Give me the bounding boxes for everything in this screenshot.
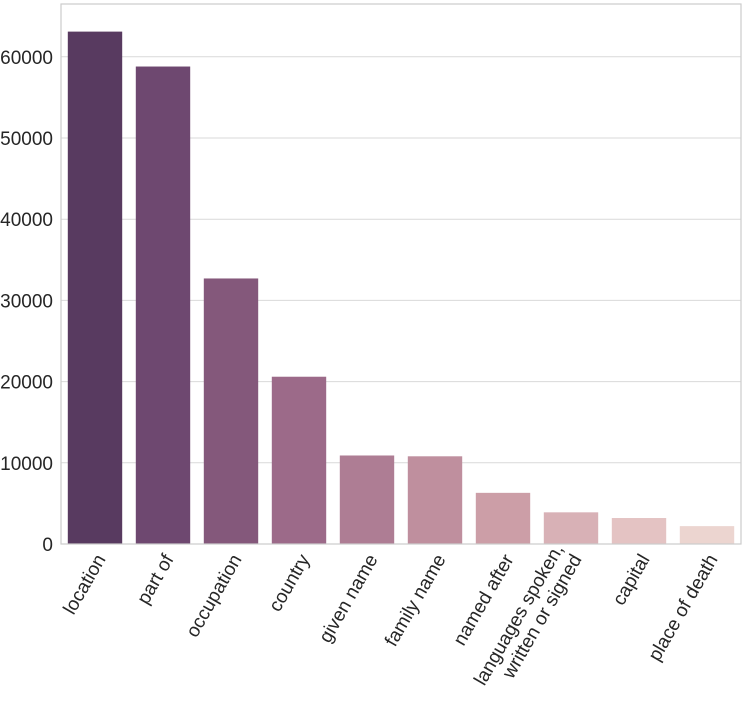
y-tick-label: 0	[42, 535, 53, 556]
x-tick-label: part of	[133, 550, 178, 608]
x-tick-label-line: country	[265, 551, 315, 616]
bar	[407, 456, 463, 544]
bar	[611, 518, 667, 544]
bar	[339, 455, 395, 544]
x-tick-label: location	[60, 551, 111, 618]
x-tick-label: capital	[609, 551, 655, 609]
bar	[543, 512, 599, 544]
bar	[203, 278, 259, 544]
bar	[475, 492, 531, 544]
y-tick-label: 10000	[0, 454, 53, 475]
y-axis: 0 10000 20000 30000 40000 50000 60000	[0, 48, 53, 556]
bar	[271, 376, 327, 544]
bars	[67, 31, 735, 545]
plot-frame	[60, 3, 742, 545]
bar	[67, 31, 123, 545]
y-tick-label: 40000	[0, 210, 53, 231]
x-tick-label-line: family name	[381, 551, 450, 650]
x-tick-label: place of death	[645, 551, 723, 665]
x-tick-label-line: location	[60, 551, 111, 618]
x-tick-label: family name	[381, 551, 450, 650]
bar	[679, 526, 735, 544]
x-tick-label-line: capital	[609, 551, 655, 609]
bar	[135, 66, 191, 545]
y-tick-label: 20000	[0, 373, 53, 394]
y-tick-label: 60000	[0, 48, 53, 69]
x-tick-label: country	[265, 551, 315, 616]
x-tick-label-line: occupation	[182, 551, 246, 641]
x-axis: location part of occupation country given na…	[60, 541, 723, 700]
x-tick-label: given name	[315, 551, 382, 647]
x-tick-label: languages spoken,written or signed	[470, 541, 586, 700]
y-tick-label: 30000	[0, 291, 53, 312]
x-tick-label-line: part of	[133, 550, 178, 608]
y-tick-label: 50000	[0, 129, 53, 150]
x-tick-label-line: given name	[315, 551, 382, 647]
x-tick-label: occupation	[182, 551, 246, 641]
x-tick-label-line: place of death	[645, 551, 723, 665]
